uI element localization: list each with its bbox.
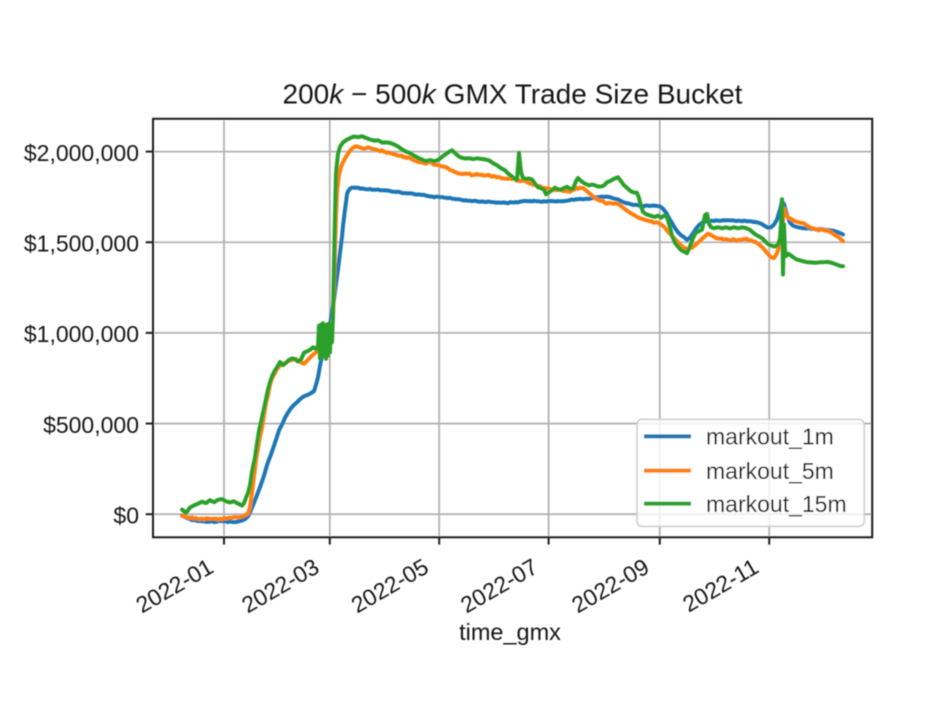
svg-text:$500,000: $500,000 <box>43 412 139 438</box>
svg-text:markout_5m: markout_5m <box>706 458 834 484</box>
svg-text:markout_1m: markout_1m <box>706 424 834 450</box>
svg-text:$1,000,000: $1,000,000 <box>24 321 139 347</box>
svg-text:200k − 500k GMX Trade Size Buc: 200k − 500k GMX Trade Size Bucket <box>283 79 743 110</box>
svg-text:$0: $0 <box>113 503 139 529</box>
svg-text:time_gmx: time_gmx <box>459 619 561 645</box>
svg-text:$1,500,000: $1,500,000 <box>24 231 139 257</box>
svg-text:markout_15m: markout_15m <box>706 491 847 517</box>
svg-text:$2,000,000: $2,000,000 <box>24 140 139 166</box>
